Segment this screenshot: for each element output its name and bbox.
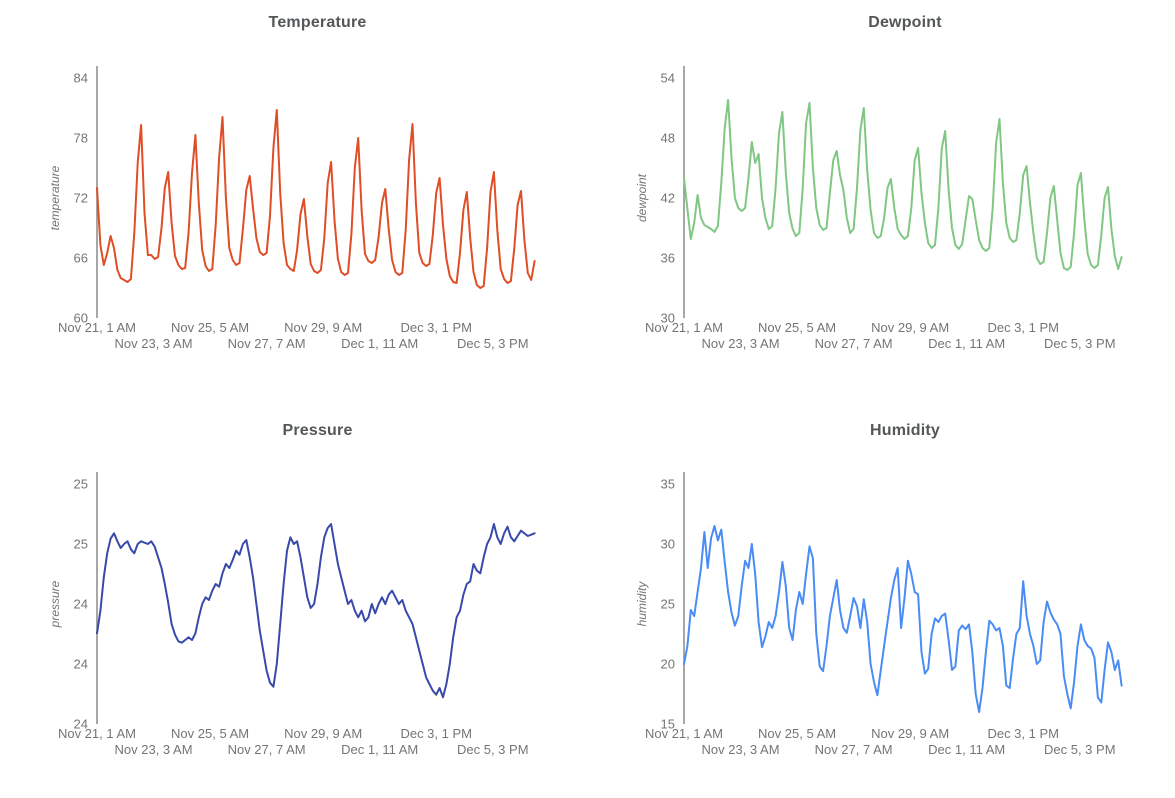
x-tick-label: Nov 27, 7 AM <box>228 336 306 351</box>
y-tick-label: 35 <box>661 477 675 492</box>
y-tick-label: 42 <box>661 191 675 206</box>
x-tick-label: Nov 25, 5 AM <box>171 320 249 335</box>
chart-title: Temperature <box>268 14 367 31</box>
x-tick-label: Dec 1, 11 AM <box>928 742 1005 757</box>
x-tick-label: Dec 5, 3 PM <box>457 336 529 351</box>
y-tick-label: 72 <box>74 191 88 206</box>
x-tick-label: Nov 25, 5 AM <box>758 320 836 335</box>
y-tick-label: 25 <box>74 537 88 552</box>
temperature-chart: Temperature temperature 84 78 72 66 60 Nov 21… <box>0 0 587 392</box>
series-line <box>96 109 536 289</box>
x-tick-label: Nov 27, 7 AM <box>815 742 893 757</box>
x-tick-label: Nov 29, 9 AM <box>284 726 362 741</box>
x-tick-label: Nov 29, 9 AM <box>871 726 949 741</box>
x-tick-label: Dec 3, 1 PM <box>400 320 472 335</box>
y-tick-label: 30 <box>661 311 675 326</box>
y-tick-label: 15 <box>661 717 675 732</box>
y-tick-label: 84 <box>74 71 88 86</box>
y-tick-label: 24 <box>74 657 88 672</box>
x-tick-label: Nov 21, 1 AM <box>645 726 723 741</box>
x-tick-label: Dec 5, 3 PM <box>1044 336 1116 351</box>
y-tick-label: 60 <box>74 311 88 326</box>
x-tick-label: Nov 23, 3 AM <box>115 742 193 757</box>
x-tick-label: Nov 21, 1 AM <box>645 320 723 335</box>
x-tick-label: Nov 23, 3 AM <box>702 742 780 757</box>
y-tick-label: 48 <box>661 131 675 146</box>
humidity-chart: Humidity humidity 35 30 25 20 15 Nov 21, 1 AM… <box>587 392 1175 785</box>
y-tick-label: 36 <box>661 251 675 266</box>
y-tick-label: 25 <box>74 477 88 492</box>
x-tick-label: Nov 27, 7 AM <box>228 742 306 757</box>
series-line <box>96 523 536 699</box>
x-tick-label: Dec 1, 11 AM <box>928 336 1005 351</box>
x-tick-label: Dec 3, 1 PM <box>400 726 472 741</box>
y-tick-label: 54 <box>661 71 675 86</box>
x-tick-label: Nov 29, 9 AM <box>871 320 949 335</box>
x-tick-label: Dec 1, 11 AM <box>341 742 418 757</box>
pressure-chart: Pressure pressure 25 25 24 24 24 Nov 21, 1 AM… <box>0 392 587 785</box>
x-tick-label: Dec 3, 1 PM <box>987 726 1059 741</box>
y-tick-label: 20 <box>661 657 675 672</box>
chart-title: Dewpoint <box>868 14 942 31</box>
y-tick-label: 24 <box>74 597 88 612</box>
x-tick-label: Dec 3, 1 PM <box>987 320 1059 335</box>
x-tick-label: Nov 29, 9 AM <box>284 320 362 335</box>
y-tick-label: 25 <box>661 597 675 612</box>
x-tick-label: Nov 23, 3 AM <box>702 336 780 351</box>
x-tick-label: Dec 5, 3 PM <box>457 742 529 757</box>
y-tick-label: 24 <box>74 717 88 732</box>
x-tick-label: Dec 1, 11 AM <box>341 336 418 351</box>
y-tick-label: 78 <box>74 131 88 146</box>
y-tick-label: 66 <box>74 251 88 266</box>
x-tick-label: Nov 27, 7 AM <box>815 336 893 351</box>
x-tick-label: Dec 5, 3 PM <box>1044 742 1116 757</box>
series-line <box>683 99 1123 271</box>
x-tick-label: Nov 25, 5 AM <box>171 726 249 741</box>
x-tick-label: Nov 23, 3 AM <box>115 336 193 351</box>
x-tick-label: Nov 21, 1 AM <box>58 320 136 335</box>
dewpoint-chart: Dewpoint dewpoint 54 48 42 36 30 Nov 21, 1 AM… <box>587 0 1175 392</box>
x-tick-label: Nov 21, 1 AM <box>58 726 136 741</box>
y-tick-label: 30 <box>661 537 675 552</box>
chart-title: Humidity <box>869 422 941 439</box>
series-line <box>683 525 1123 713</box>
x-tick-label: Nov 25, 5 AM <box>758 726 836 741</box>
chart-title: Pressure <box>282 422 353 439</box>
